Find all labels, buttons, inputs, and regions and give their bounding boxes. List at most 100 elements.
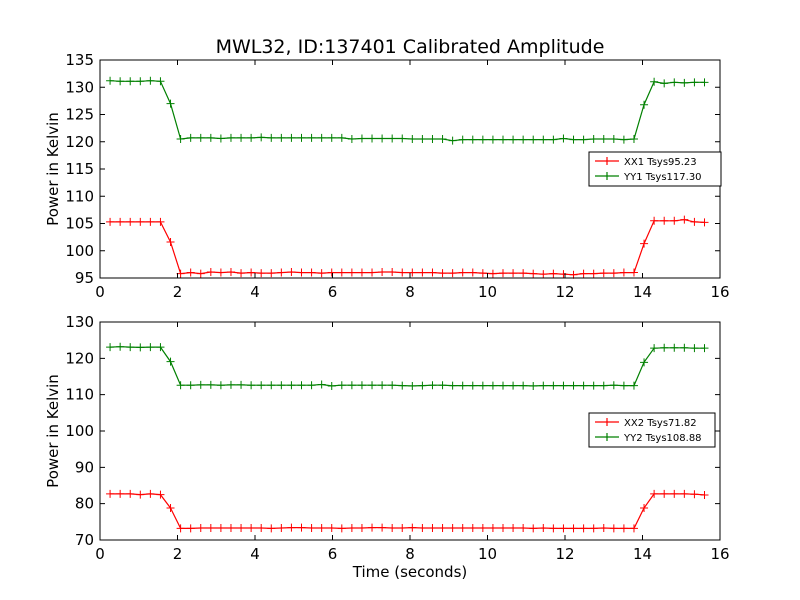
- x-tick-label: 0: [95, 545, 105, 563]
- data-point: [388, 134, 397, 143]
- data-point: [519, 524, 528, 533]
- data-point: [337, 381, 346, 390]
- data-point: [529, 135, 538, 144]
- data-point: [448, 381, 457, 390]
- data-point: [660, 489, 669, 498]
- data-point: [267, 524, 276, 533]
- data-point: [650, 216, 659, 225]
- y-tick-label: 110: [65, 386, 94, 404]
- data-point: [428, 135, 437, 144]
- x-tick-label: 6: [328, 545, 338, 563]
- data-point: [569, 381, 578, 390]
- data-point: [519, 135, 528, 144]
- data-point: [327, 381, 336, 390]
- data-point: [599, 524, 608, 533]
- data-point: [599, 135, 608, 144]
- data-point: [378, 381, 387, 390]
- data-point: [499, 269, 507, 278]
- data-point: [418, 381, 427, 390]
- data-point: [176, 135, 185, 144]
- data-point: [166, 99, 175, 108]
- data-point: [559, 381, 568, 390]
- data-point: [408, 523, 417, 532]
- data-point: [609, 524, 618, 533]
- data-point: [206, 268, 215, 277]
- data-point: [559, 270, 568, 279]
- data-point: [539, 524, 548, 533]
- x-tick-label: 2: [173, 283, 183, 301]
- data-point: [347, 135, 356, 144]
- data-point: [388, 268, 397, 277]
- data-point: [368, 134, 377, 143]
- data-point: [196, 269, 205, 278]
- data-point: [690, 344, 699, 353]
- data-point: [529, 269, 538, 278]
- data-point: [569, 524, 578, 533]
- data-point: [317, 524, 326, 533]
- data-point: [226, 524, 235, 533]
- data-point: [509, 381, 518, 390]
- lower-panel: 0 2 4 6 8 10 12 14 16 70 80 90 100 110 120 130 Power in …: [44, 313, 730, 581]
- data-point: [237, 269, 246, 278]
- data-point: [589, 524, 598, 533]
- data-point: [156, 217, 165, 226]
- data-point: [277, 268, 286, 277]
- data-point: [418, 135, 427, 144]
- x-tick-label: 4: [250, 545, 260, 563]
- data-point: [216, 381, 225, 390]
- data-point: [388, 524, 397, 533]
- data-point: [388, 381, 397, 390]
- y-tick-label: 100: [65, 422, 94, 440]
- data-point: [478, 381, 487, 390]
- data-point: [700, 344, 709, 353]
- data-point: [549, 135, 558, 144]
- data-point: [448, 136, 457, 145]
- data-point: [277, 133, 286, 142]
- data-point: [237, 133, 246, 142]
- data-point: [337, 524, 346, 533]
- data-point: [478, 135, 487, 144]
- y-tick-label: 115: [65, 160, 94, 178]
- data-point: [640, 358, 649, 367]
- data-point: [650, 344, 659, 353]
- data-point: [499, 524, 507, 533]
- data-point: [347, 381, 356, 390]
- data-point: [539, 270, 548, 279]
- data-point: [660, 343, 669, 352]
- data-point: [458, 524, 467, 533]
- data-point: [237, 524, 246, 533]
- data-point: [337, 268, 346, 277]
- data-point: [589, 135, 598, 144]
- data-point: [146, 489, 155, 498]
- data-point: [509, 269, 518, 278]
- data-point: [499, 135, 507, 144]
- data-point: [650, 77, 659, 86]
- data-point: [327, 524, 336, 533]
- data-point: [378, 134, 387, 143]
- data-point: [670, 343, 679, 352]
- x-tick-label: 10: [478, 545, 497, 563]
- data-point: [529, 524, 538, 533]
- data-point: [650, 489, 659, 498]
- data-point: [680, 489, 689, 498]
- data-point: [640, 504, 649, 513]
- data-point: [660, 216, 669, 225]
- data-point: [307, 524, 316, 533]
- x-tick-label: 16: [710, 545, 729, 563]
- data-point: [488, 269, 497, 278]
- data-point: [458, 268, 467, 277]
- data-point: [196, 380, 205, 389]
- data-point: [106, 489, 115, 498]
- data-point: [458, 135, 467, 144]
- data-point: [539, 135, 548, 144]
- data-point: [206, 380, 215, 389]
- data-point: [297, 268, 306, 277]
- data-point: [247, 381, 256, 390]
- x-tick-label: 4: [250, 283, 260, 301]
- data-point: [357, 268, 366, 277]
- data-point: [368, 523, 377, 532]
- data-point: [599, 381, 608, 390]
- data-point: [408, 268, 417, 277]
- data-point: [670, 489, 679, 498]
- data-point: [166, 504, 175, 513]
